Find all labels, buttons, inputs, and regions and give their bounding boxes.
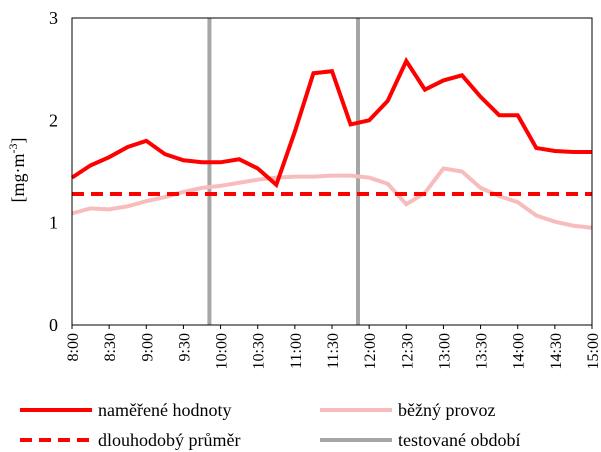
x-tick-label: 13:00: [436, 333, 453, 369]
y-tick-label: 2: [49, 110, 58, 130]
x-tick-label: 15:00: [585, 333, 601, 369]
x-tick-label: 9:30: [176, 333, 193, 361]
x-tick-label: 14:00: [511, 333, 528, 369]
plot-frame: [71, 17, 593, 326]
x-tick-label: 9:00: [139, 333, 156, 361]
x-tick-label: 13:30: [474, 333, 491, 369]
y-label-base: [mg·m: [8, 154, 28, 203]
x-tick-label: 14:30: [548, 333, 565, 369]
y-tick-label: 0: [49, 315, 58, 335]
legend-label: naměřené hodnoty: [98, 400, 231, 420]
x-tick-label: 12:00: [362, 333, 379, 369]
y-label-end: ]: [8, 138, 28, 144]
x-tick-label: 8:30: [102, 333, 119, 361]
y-label-sup: -3: [6, 144, 20, 154]
x-tick-label: 10:00: [214, 333, 231, 369]
x-tick-label: 12:30: [399, 333, 416, 369]
legend-label: dlouhodobý průměr: [98, 430, 240, 450]
series-line: [71, 166, 593, 230]
x-tick-label: 10:30: [251, 333, 268, 369]
legend-label: testované období: [398, 430, 520, 450]
x-tick-label: 8:00: [65, 333, 82, 361]
x-tick-label: 11:30: [325, 333, 342, 369]
series-line: [70, 56, 592, 189]
legend-label: běžný provoz: [398, 400, 495, 420]
y-axis-label: [mg·m-3]: [6, 138, 28, 203]
x-tick-label: 11:00: [288, 333, 305, 369]
y-tick-label: 1: [49, 213, 58, 233]
y-tick-label: 3: [49, 8, 58, 28]
